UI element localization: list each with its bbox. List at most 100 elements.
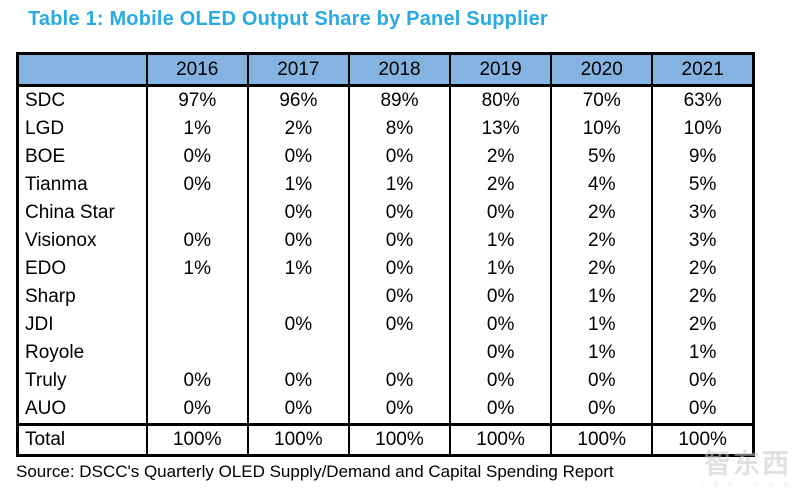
- value-cell: 100%: [449, 423, 553, 456]
- value-cell: 0%: [347, 283, 452, 311]
- value-cell: 89%: [347, 85, 452, 115]
- value-cell: 2%: [550, 227, 654, 255]
- value-cell: 100%: [347, 423, 452, 456]
- table-row: Truly 0% 0% 0% 0% 0% 0%: [16, 367, 755, 395]
- year-header-cell: 2018: [347, 53, 452, 87]
- supplier-name-cell: EDO: [16, 255, 148, 283]
- value-cell: [145, 311, 249, 339]
- supplier-name-cell: LGD: [16, 115, 148, 143]
- value-cell: 2%: [651, 311, 755, 339]
- value-cell: 96%: [246, 85, 350, 115]
- supplier-name-cell: BOE: [16, 143, 148, 171]
- value-cell: 10%: [651, 115, 755, 143]
- value-cell: 0%: [347, 255, 452, 283]
- value-cell: 4%: [550, 171, 654, 199]
- supplier-name-cell: Total: [16, 423, 148, 456]
- table-row: JDI 0% 0% 0% 1% 2%: [16, 311, 755, 339]
- value-cell: 1%: [347, 171, 452, 199]
- value-cell: 0%: [145, 227, 249, 255]
- value-cell: 3%: [651, 227, 755, 255]
- value-cell: [246, 283, 350, 311]
- value-cell: 0%: [550, 367, 654, 395]
- value-cell: 0%: [246, 227, 350, 255]
- value-cell: 2%: [651, 283, 755, 311]
- value-cell: 100%: [651, 423, 755, 456]
- table-header-row: 2016 2017 2018 2019 2020 2021: [16, 53, 755, 87]
- table-row: Sharp 0% 0% 1% 2%: [16, 283, 755, 311]
- value-cell: 1%: [449, 227, 553, 255]
- value-cell: 0%: [347, 199, 452, 227]
- value-cell: 0%: [145, 171, 249, 199]
- value-cell: 13%: [449, 115, 553, 143]
- value-cell: 0%: [145, 367, 249, 395]
- supplier-name-cell: Truly: [16, 367, 148, 395]
- value-cell: 5%: [550, 143, 654, 171]
- value-cell: 0%: [651, 367, 755, 395]
- year-header-cell: 2016: [145, 53, 249, 87]
- value-cell: 0%: [145, 395, 249, 425]
- supplier-name-cell: Visionox: [16, 227, 148, 255]
- value-cell: 0%: [246, 367, 350, 395]
- supplier-name-cell: JDI: [16, 311, 148, 339]
- year-header-cell: 2017: [246, 53, 350, 87]
- value-cell: 0%: [347, 367, 452, 395]
- value-cell: 100%: [550, 423, 654, 456]
- value-cell: 100%: [145, 423, 249, 456]
- value-cell: 0%: [449, 311, 553, 339]
- value-cell: 2%: [246, 115, 350, 143]
- value-cell: 0%: [347, 395, 452, 425]
- value-cell: 0%: [145, 143, 249, 171]
- value-cell: 1%: [550, 283, 654, 311]
- value-cell: 2%: [550, 199, 654, 227]
- table-row: Visionox 0% 0% 0% 1% 2% 3%: [16, 227, 755, 255]
- value-cell: 0%: [449, 199, 553, 227]
- table-row: Royole 0% 1% 1%: [16, 339, 755, 367]
- supplier-name-cell: AUO: [16, 395, 148, 425]
- table-row: SDC 97% 96% 89% 80% 70% 63%: [16, 85, 755, 115]
- table-row: LGD 1% 2% 8% 13% 10% 10%: [16, 115, 755, 143]
- value-cell: [246, 339, 350, 367]
- supplier-name-cell: Royole: [16, 339, 148, 367]
- value-cell: 5%: [651, 171, 755, 199]
- value-cell: 0%: [449, 395, 553, 425]
- value-cell: 0%: [651, 395, 755, 425]
- value-cell: 8%: [347, 115, 452, 143]
- table-title: Table 1: Mobile OLED Output Share by Pan…: [28, 8, 548, 30]
- value-cell: 0%: [449, 367, 553, 395]
- value-cell: [145, 283, 249, 311]
- value-cell: 0%: [550, 395, 654, 425]
- value-cell: 10%: [550, 115, 654, 143]
- year-header-cell: 2019: [449, 53, 553, 87]
- value-cell: 3%: [651, 199, 755, 227]
- value-cell: [347, 339, 452, 367]
- table-row: EDO 1% 1% 0% 1% 2% 2%: [16, 255, 755, 283]
- year-header-cell: 2021: [651, 53, 755, 87]
- value-cell: 70%: [550, 85, 654, 115]
- value-cell: [145, 339, 249, 367]
- value-cell: 1%: [550, 311, 654, 339]
- total-row: Total 100% 100% 100% 100% 100% 100%: [16, 423, 755, 456]
- value-cell: 9%: [651, 143, 755, 171]
- value-cell: 1%: [145, 115, 249, 143]
- oled-output-share-table: 2016 2017 2018 2019 2020 2021 SDC 97% 96% 89% 80%…: [16, 52, 755, 457]
- value-cell: [145, 199, 249, 227]
- corner-header-cell: [16, 53, 148, 87]
- value-cell: 63%: [651, 85, 755, 115]
- value-cell: 1%: [651, 339, 755, 367]
- table-row: China Star 0% 0% 0% 2% 3%: [16, 199, 755, 227]
- value-cell: 0%: [347, 227, 452, 255]
- value-cell: 1%: [550, 339, 654, 367]
- value-cell: 2%: [449, 143, 553, 171]
- value-cell: 2%: [449, 171, 553, 199]
- value-cell: 2%: [550, 255, 654, 283]
- value-cell: 0%: [246, 311, 350, 339]
- value-cell: 1%: [246, 171, 350, 199]
- value-cell: 97%: [145, 85, 249, 115]
- value-cell: 0%: [246, 199, 350, 227]
- value-cell: 0%: [449, 339, 553, 367]
- value-cell: 1%: [145, 255, 249, 283]
- value-cell: 2%: [651, 255, 755, 283]
- value-cell: 0%: [246, 143, 350, 171]
- value-cell: 0%: [347, 311, 452, 339]
- value-cell: 1%: [246, 255, 350, 283]
